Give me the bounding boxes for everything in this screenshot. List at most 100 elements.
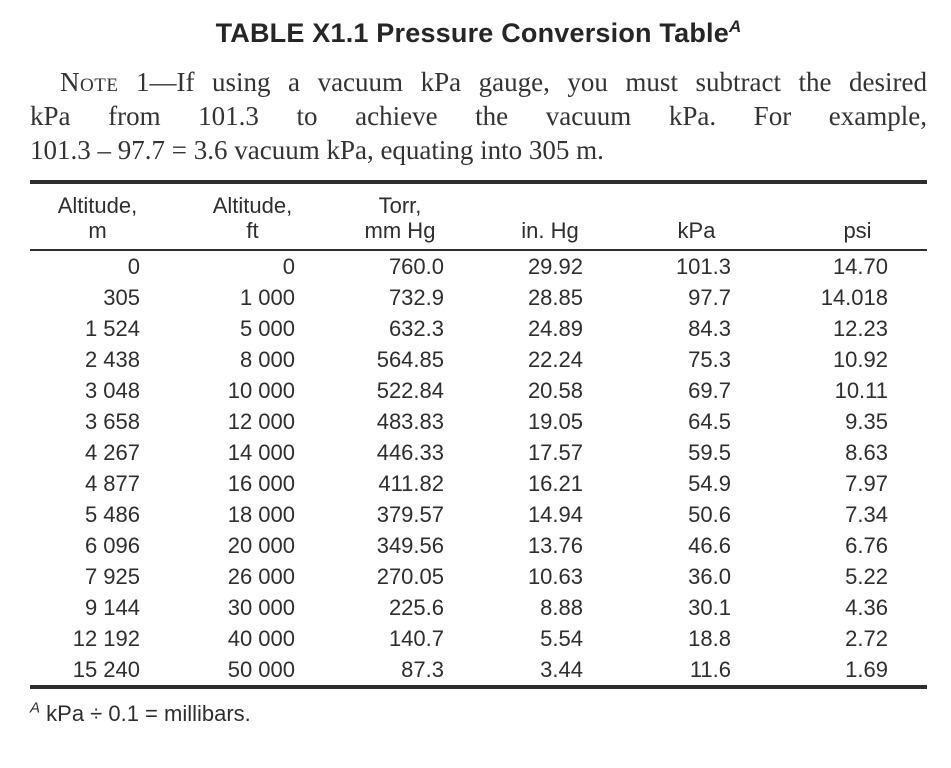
table-title-text: TABLE X1.1 Pressure Conversion Table xyxy=(215,18,729,48)
table-cell: 7 925 xyxy=(84,563,140,589)
column-header-psi: psi xyxy=(843,218,872,243)
table-cell: 732.9 xyxy=(388,284,444,310)
table-cell: 13.76 xyxy=(527,532,583,558)
table-cell: 26 000 xyxy=(227,563,295,589)
table-row: 15 240 50 000 87.3 3.44 11.6 1.69 xyxy=(30,654,927,687)
table-cell: 2 438 xyxy=(84,346,140,372)
table-cell: 270.05 xyxy=(376,563,444,589)
table-cell: 14 000 xyxy=(227,439,295,465)
table-cell: 54.9 xyxy=(688,470,731,496)
table-cell: 5.54 xyxy=(540,625,583,651)
table-cell: 97.7 xyxy=(688,284,731,310)
table-row: 9 144 30 000 225.6 8.88 30.1 4.36 xyxy=(30,592,927,623)
table-cell: 20.58 xyxy=(527,377,583,403)
document-page: TABLE X1.1 Pressure Conversion TableA No… xyxy=(0,18,951,727)
footnote-text: kPa ÷ 0.1 = millibars. xyxy=(46,701,251,726)
table-cell: 14.70 xyxy=(832,253,888,279)
table-cell: 16 000 xyxy=(227,470,295,496)
note-label: Note xyxy=(60,67,119,97)
table-cell: 3 658 xyxy=(84,408,140,434)
table-cell: 483.83 xyxy=(376,408,444,434)
table-row: 1 524 5 000 632.3 24.89 84.3 12.23 xyxy=(30,313,927,344)
table-cell: 50.6 xyxy=(688,501,731,527)
column-header-ft: Altitude, ft xyxy=(212,193,293,243)
table-cell: 14.018 xyxy=(820,284,888,310)
table-cell: 1.69 xyxy=(845,656,888,682)
table-cell: 84.3 xyxy=(688,315,731,341)
table-row: 4 267 14 000 446.33 17.57 59.5 8.63 xyxy=(30,437,927,468)
table-cell: 8.63 xyxy=(845,439,888,465)
table-cell: 5.22 xyxy=(845,563,888,589)
table-cell: 6 096 xyxy=(84,532,140,558)
note-paragraph: Note 1—If using a vacuum kPa gauge, you … xyxy=(30,65,927,167)
table-cell: 0 xyxy=(282,253,295,279)
table-cell: 18.8 xyxy=(688,625,731,651)
table-cell: 11.6 xyxy=(689,656,731,682)
table-cell: 12.23 xyxy=(832,315,888,341)
table-cell: 4 267 xyxy=(84,439,140,465)
table-cell: 1 524 xyxy=(84,315,140,341)
table-cell: 10 000 xyxy=(227,377,295,403)
table-cell: 760.0 xyxy=(388,253,444,279)
table-cell: 14.94 xyxy=(527,501,583,527)
table-cell: 1 000 xyxy=(239,284,295,310)
table-cell: 16.21 xyxy=(527,470,583,496)
table-cell: 20 000 xyxy=(227,532,295,558)
table-cell: 101.3 xyxy=(675,253,731,279)
table-row: 305 1 000 732.9 28.85 97.7 14.018 xyxy=(30,282,927,313)
table-cell: 36.0 xyxy=(688,563,731,589)
table-row: 0 0 760.0 29.92 101.3 14.70 xyxy=(30,250,927,282)
table-cell: 632.3 xyxy=(388,315,444,341)
table-cell: 10.92 xyxy=(832,346,888,372)
note-line-1: Note 1—If using a vacuum kPa gauge, you … xyxy=(30,65,927,99)
table-cell: 379.57 xyxy=(376,501,444,527)
table-cell: 225.6 xyxy=(388,594,444,620)
note-line-2: kPa from 101.3 to achieve the vacuum kPa… xyxy=(30,101,927,131)
table-cell: 22.24 xyxy=(527,346,583,372)
table-row: 2 438 8 000 564.85 22.24 75.3 10.92 xyxy=(30,344,927,375)
table-row: 6 096 20 000 349.56 13.76 46.6 6.76 xyxy=(30,530,927,561)
table-cell: 15 240 xyxy=(72,656,140,682)
table-row: 7 925 26 000 270.05 10.63 36.0 5.22 xyxy=(30,561,927,592)
column-header-kpa: kPa xyxy=(677,218,716,243)
table-cell: 9 144 xyxy=(84,594,140,620)
table-row: 3 048 10 000 522.84 20.58 69.7 10.11 xyxy=(30,375,927,406)
table-cell: 3.44 xyxy=(540,656,583,682)
table-cell: 10.11 xyxy=(834,377,888,403)
table-row: 5 486 18 000 379.57 14.94 50.6 7.34 xyxy=(30,499,927,530)
table-cell: 9.35 xyxy=(845,408,888,434)
table-footnote: A kPa ÷ 0.1 = millibars. xyxy=(30,701,927,727)
table-cell: 64.5 xyxy=(688,408,731,434)
table-cell: 5 486 xyxy=(84,501,140,527)
table-cell: 17.57 xyxy=(527,439,583,465)
table-cell: 24.89 xyxy=(527,315,583,341)
table-cell: 87.3 xyxy=(401,656,444,682)
table-cell: 7.97 xyxy=(845,470,888,496)
table-cell: 30 000 xyxy=(227,594,295,620)
column-header-in-hg: in. Hg xyxy=(521,218,579,243)
note-line-3: 101.3 – 97.7 = 3.6 vacuum kPa, equating … xyxy=(30,135,604,165)
table-cell: 59.5 xyxy=(688,439,731,465)
table-cell: 4.36 xyxy=(845,594,888,620)
table-cell: 50 000 xyxy=(227,656,295,682)
column-header-mm-hg: Torr, mm Hg xyxy=(364,193,436,243)
table-cell: 6.76 xyxy=(845,532,888,558)
table-cell: 140.7 xyxy=(388,625,444,651)
table-title: TABLE X1.1 Pressure Conversion TableA xyxy=(30,18,927,49)
table-cell: 69.7 xyxy=(688,377,731,403)
table-cell: 349.56 xyxy=(376,532,444,558)
table-cell: 18 000 xyxy=(227,501,295,527)
table-row: 12 192 40 000 140.7 5.54 18.8 2.72 xyxy=(30,623,927,654)
table-cell: 8 000 xyxy=(239,346,295,372)
table-header-row: Altitude, m Altitude, ft Torr, mm Hg in. Hg k… xyxy=(30,182,927,250)
table-cell: 10.63 xyxy=(527,563,583,589)
table-cell: 12 000 xyxy=(227,408,295,434)
table-title-footnote-marker: A xyxy=(728,17,742,36)
table-body: 0 0 760.0 29.92 101.3 14.70 305 1 000 732.9 28.85… xyxy=(30,250,927,687)
table-cell: 40 000 xyxy=(227,625,295,651)
table-cell: 522.84 xyxy=(376,377,444,403)
table-cell: 0 xyxy=(127,253,140,279)
footnote-marker: A xyxy=(30,699,41,717)
table-cell: 446.33 xyxy=(376,439,444,465)
table-cell: 12 192 xyxy=(72,625,140,651)
